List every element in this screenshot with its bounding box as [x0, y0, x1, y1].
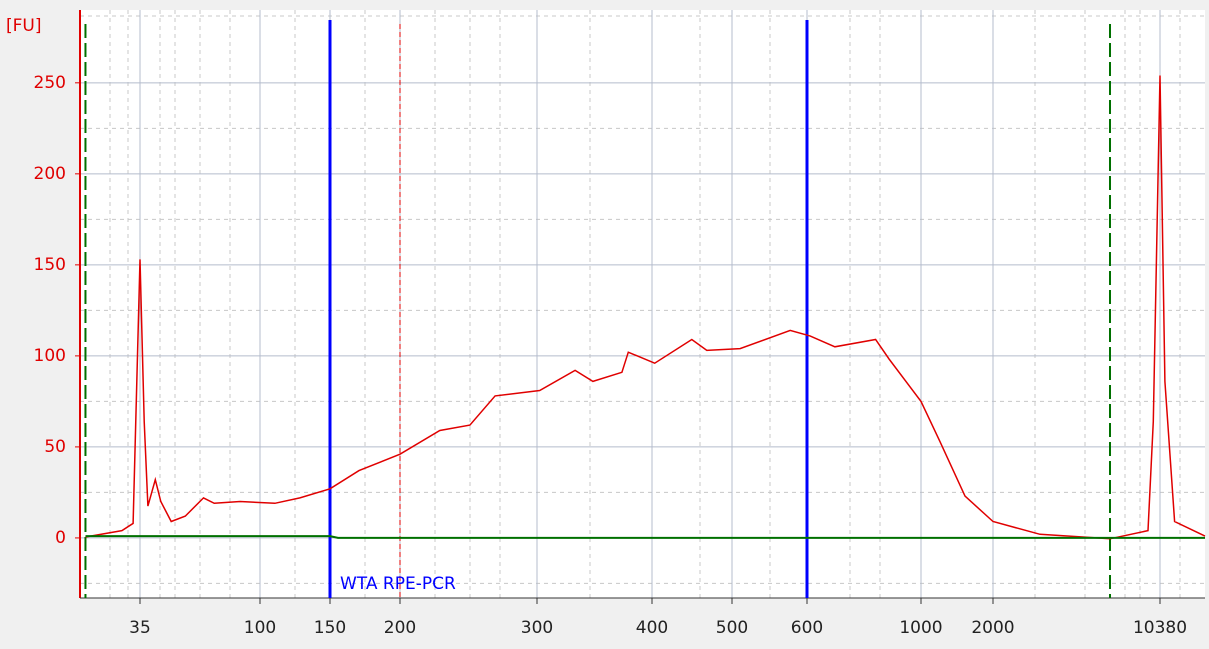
y-tick-label: 0 [55, 528, 66, 548]
x-tick-label: 1000 [899, 618, 942, 638]
y-tick-label: 100 [34, 346, 66, 366]
x-tick-label: 100 [244, 618, 276, 638]
y-tick-label: 50 [44, 437, 66, 457]
plot-area [80, 10, 1205, 598]
y-tick-label: 150 [34, 255, 66, 275]
x-tick-label: 600 [791, 618, 823, 638]
x-tick-label: 300 [521, 618, 553, 638]
x-tick-label: 400 [636, 618, 668, 638]
x-tick-label: 500 [716, 618, 748, 638]
x-tick-label: 10380 [1133, 618, 1187, 638]
region-label: WTA RPE-PCR [340, 574, 456, 594]
trace-line [85, 535, 1205, 539]
x-tick-label: 35 [129, 618, 151, 638]
x-tick-label: 200 [384, 618, 416, 638]
y-tick-label: 250 [34, 73, 66, 93]
y-axis-label: [FU] [6, 16, 42, 36]
y-tick-label: 200 [34, 164, 66, 184]
x-tick-label: 150 [314, 618, 346, 638]
trace-line [85, 75, 1206, 540]
x-tick-label: 2000 [971, 618, 1014, 638]
